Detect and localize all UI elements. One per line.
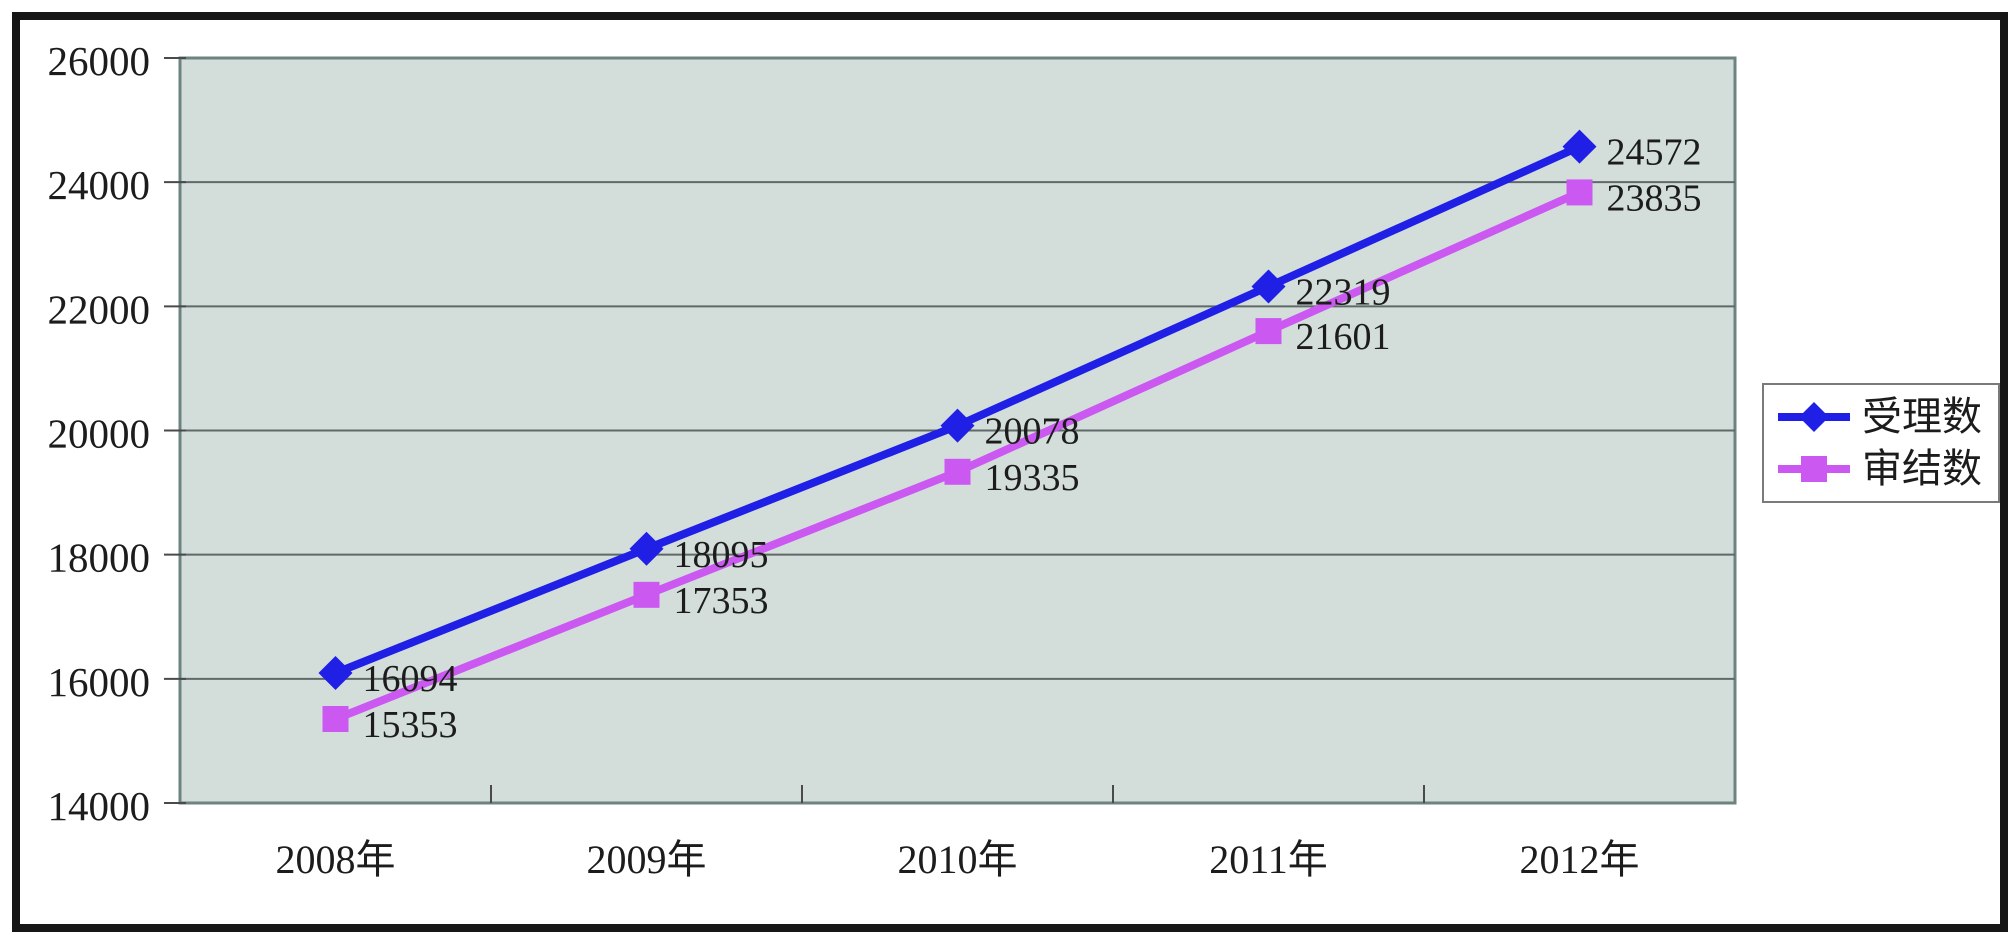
legend-label-accepted: 受理数 xyxy=(1862,394,1982,439)
data-point-diamond-marker xyxy=(1562,129,1597,164)
y-axis-label: 26000 xyxy=(48,38,151,84)
data-label: 21601 xyxy=(1296,316,1391,358)
x-axis-label: 2009年 xyxy=(587,837,707,882)
data-point-diamond-marker xyxy=(940,408,975,443)
y-axis-label: 18000 xyxy=(48,535,151,581)
outer-frame xyxy=(12,12,2008,932)
data-point-square-marker xyxy=(1566,179,1593,206)
data-point-square-marker xyxy=(944,458,971,485)
data-label: 15353 xyxy=(363,704,458,746)
data-label: 23835 xyxy=(1607,177,1702,219)
y-axis-label: 16000 xyxy=(48,659,151,705)
legend-line-diamond-icon xyxy=(1778,402,1850,432)
data-point-square-marker xyxy=(322,706,349,733)
data-label: 19335 xyxy=(985,457,1080,499)
data-point-diamond-marker xyxy=(629,531,664,566)
x-axis-label: 2008年 xyxy=(276,837,396,882)
data-label: 20078 xyxy=(985,411,1080,453)
data-label: 22319 xyxy=(1296,272,1391,314)
legend-line-square-icon xyxy=(1778,456,1850,482)
data-label: 17353 xyxy=(674,580,769,622)
y-axis-label: 22000 xyxy=(48,286,151,332)
y-axis-label: 24000 xyxy=(48,162,151,208)
legend: 受理数 审结数 xyxy=(1762,383,2000,503)
data-label: 16094 xyxy=(363,658,458,700)
data-point-diamond-marker xyxy=(318,655,353,690)
data-point-square-marker xyxy=(1255,318,1282,345)
legend-item-concluded: 审结数 xyxy=(1776,449,1998,489)
legend-item-accepted: 受理数 xyxy=(1776,397,1998,437)
legend-label-concluded: 审结数 xyxy=(1862,446,1982,491)
x-axis-label: 2010年 xyxy=(898,837,1018,882)
data-point-diamond-marker xyxy=(1251,269,1286,304)
y-axis-label: 14000 xyxy=(48,783,151,829)
data-point-square-marker xyxy=(633,581,660,608)
x-axis-label: 2012年 xyxy=(1520,837,1640,882)
data-label: 24572 xyxy=(1607,132,1702,174)
y-axis-label: 20000 xyxy=(48,411,151,457)
x-axis-label: 2011年 xyxy=(1209,837,1328,882)
data-label: 18095 xyxy=(674,534,769,576)
